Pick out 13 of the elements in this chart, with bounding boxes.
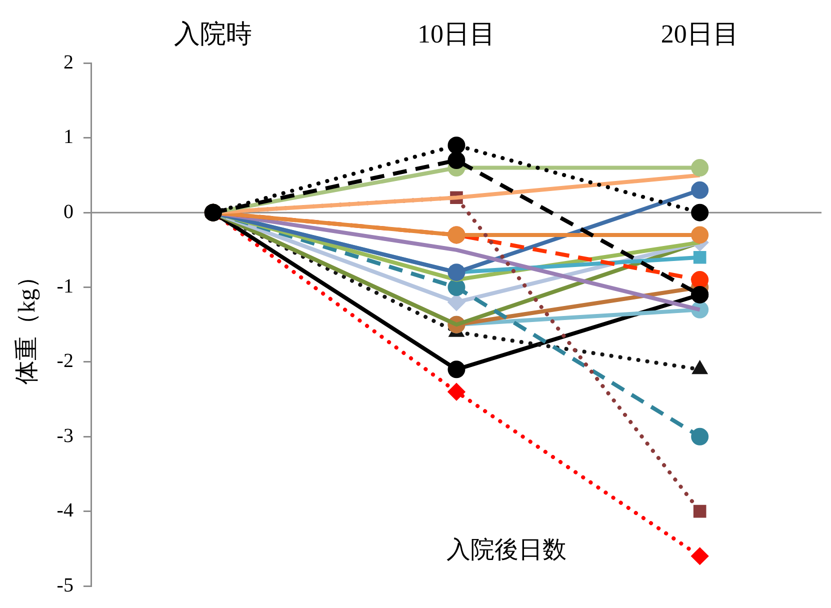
y-tick-label: -4 — [56, 500, 74, 522]
y-tick-label: 2 — [63, 51, 74, 74]
y-tick-label: -2 — [56, 350, 74, 372]
y-tick-label: 1 — [63, 126, 74, 148]
x-tick-label: 10日目 — [417, 19, 496, 48]
y-tick-label: -1 — [56, 276, 74, 298]
x-tick-label: 20日目 — [660, 19, 739, 48]
y-tick-label: -5 — [56, 574, 74, 596]
y-tick-label: 0 — [63, 200, 74, 223]
y-tick-label: -3 — [56, 424, 74, 447]
x-axis-title: 入院後日数 — [446, 536, 566, 564]
x-tick-label: 入院時 — [174, 19, 252, 48]
y-axis-title: 体重（kg） — [14, 264, 41, 385]
